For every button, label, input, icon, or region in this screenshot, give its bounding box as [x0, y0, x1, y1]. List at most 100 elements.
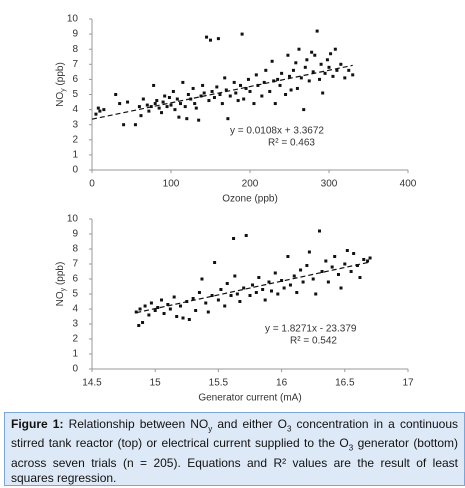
- point: [320, 270, 324, 273]
- y-axis-label-part: (ppb): [55, 262, 66, 288]
- caption-text: concentration in a continuous stirred ta…: [11, 417, 458, 451]
- point: [226, 117, 230, 121]
- point: [288, 74, 291, 78]
- point: [96, 106, 100, 110]
- caption-subscript: 3: [348, 443, 354, 453]
- point: [244, 86, 248, 90]
- point: [289, 88, 293, 92]
- annotation: y = 0.0108x + 3.3672: [230, 126, 324, 137]
- point: [126, 100, 130, 104]
- y-tick-label: 0: [72, 165, 78, 176]
- point: [155, 99, 159, 103]
- x-tick-label: 17: [402, 378, 414, 389]
- point: [327, 65, 331, 69]
- x-tick-label: 0: [89, 179, 95, 190]
- x-tick-label: 15: [150, 378, 162, 389]
- point: [262, 80, 266, 84]
- point: [318, 77, 322, 81]
- point: [333, 255, 337, 258]
- point: [152, 83, 156, 87]
- point: [216, 298, 220, 302]
- point: [181, 316, 185, 320]
- point: [98, 109, 102, 113]
- point: [224, 88, 228, 92]
- point: [268, 89, 272, 93]
- point: [343, 262, 347, 266]
- point: [162, 312, 166, 315]
- y-tick-label: 7: [72, 259, 78, 270]
- caption-subscript: y: [208, 424, 213, 434]
- point: [166, 303, 170, 306]
- point: [339, 286, 343, 290]
- point: [366, 259, 370, 263]
- point: [273, 271, 277, 275]
- point: [187, 318, 191, 321]
- point: [315, 29, 319, 33]
- point: [201, 83, 205, 87]
- y-tick-label: 10: [67, 14, 79, 25]
- trendline: [91, 64, 353, 120]
- point: [160, 298, 164, 302]
- y-tick-label: 2: [72, 134, 78, 145]
- point: [330, 265, 334, 269]
- point: [102, 108, 106, 112]
- point: [345, 249, 349, 252]
- point: [305, 58, 309, 62]
- y-axis-label-part: (ppb): [55, 62, 66, 88]
- point: [207, 99, 211, 103]
- y-axis-label-part: NO: [55, 291, 66, 306]
- point: [218, 93, 222, 96]
- point: [297, 47, 301, 51]
- point: [261, 288, 265, 291]
- point: [223, 304, 227, 308]
- point: [339, 62, 343, 66]
- point: [157, 106, 161, 110]
- point: [286, 255, 290, 258]
- y-tick-label: 3: [72, 319, 78, 330]
- point: [248, 89, 252, 93]
- y-tick-label: 9: [72, 29, 78, 40]
- point: [313, 53, 317, 57]
- point: [311, 70, 315, 74]
- point: [199, 94, 203, 98]
- point: [269, 289, 273, 293]
- point: [134, 310, 138, 314]
- y-tick-label: 2: [72, 334, 78, 345]
- point: [286, 53, 290, 57]
- point: [163, 94, 167, 98]
- point: [263, 298, 267, 302]
- point: [175, 97, 179, 101]
- y-tick-label: 3: [72, 119, 78, 130]
- point: [169, 103, 173, 107]
- point: [280, 71, 284, 75]
- y-tick-label: 5: [72, 289, 78, 300]
- point: [210, 89, 214, 93]
- point: [171, 89, 175, 93]
- point: [194, 309, 198, 312]
- point: [210, 294, 214, 297]
- point: [246, 77, 250, 81]
- point: [325, 58, 329, 62]
- point: [183, 105, 187, 109]
- point: [206, 310, 210, 314]
- point: [324, 259, 328, 263]
- y-tick-label: 1: [72, 150, 78, 161]
- point: [205, 35, 209, 39]
- point: [229, 294, 233, 297]
- x-tick-label: 400: [400, 179, 417, 190]
- point: [270, 59, 274, 63]
- point: [168, 307, 172, 311]
- point: [280, 279, 284, 282]
- point: [242, 97, 246, 101]
- caption-text: and either O: [212, 417, 287, 431]
- point: [149, 301, 153, 305]
- trendline: [136, 261, 371, 314]
- point: [202, 91, 206, 95]
- point: [248, 294, 252, 297]
- point: [238, 300, 242, 303]
- point: [178, 102, 182, 106]
- x-tick-label: 16: [276, 378, 288, 389]
- point: [244, 234, 248, 237]
- y-axis-label: NOy (ppb): [55, 62, 68, 107]
